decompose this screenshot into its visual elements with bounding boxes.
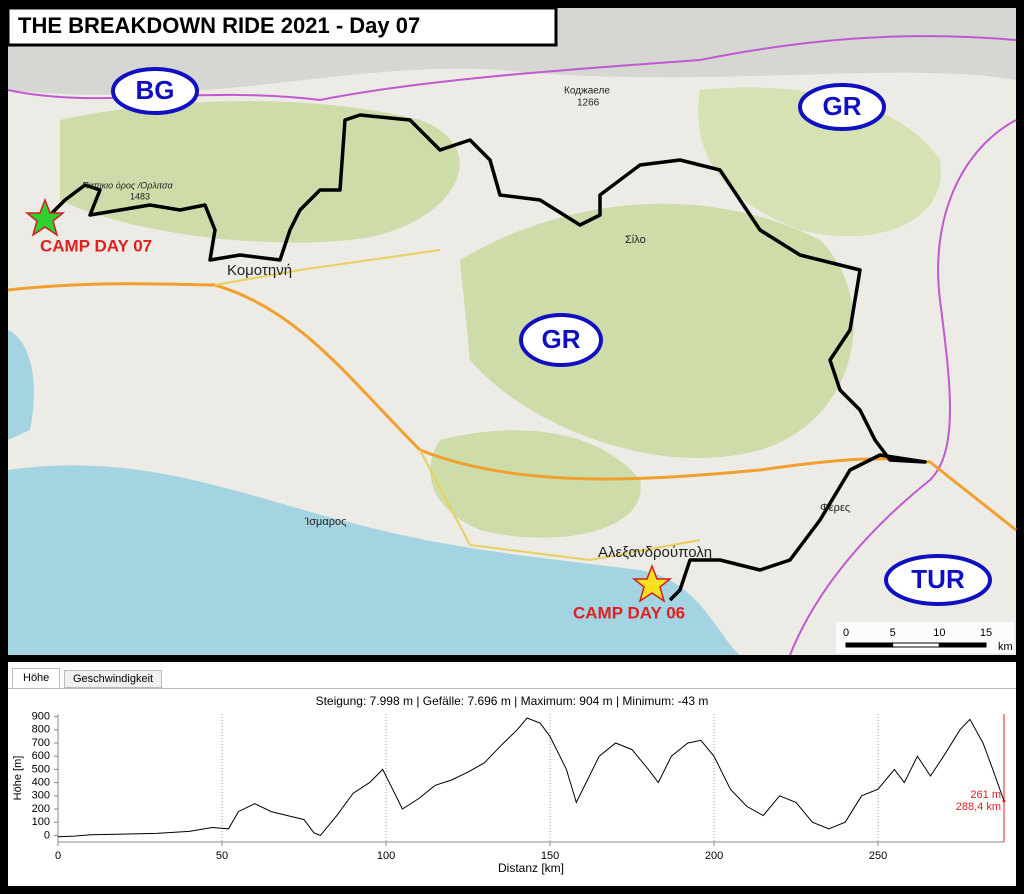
oval: [111, 67, 199, 115]
forest: [460, 203, 854, 458]
country-ovals: [111, 67, 992, 606]
place: Αλεξανδρούπολη: [598, 544, 712, 561]
camp-label: CAMP DAY 07: [40, 236, 152, 255]
oval: [798, 83, 886, 131]
camp-star: [24, 197, 66, 237]
place: Ίσμαρος: [304, 516, 346, 528]
camp-star: [631, 563, 673, 603]
country-label: BG: [136, 75, 175, 105]
scale-label: 10: [933, 627, 945, 639]
profile-panel: Höhe Geschwindigkeit Steigung: 7.998 m |…: [8, 662, 1016, 886]
forest: [698, 87, 941, 237]
place: Παπικιο όρος /Ορλιτσα: [82, 180, 173, 190]
scale-segment: [938, 642, 987, 648]
map: THE BREAKDOWN RIDE 2021 - Day 07 BG GR G…: [6, 6, 1017, 656]
forest: [430, 430, 641, 538]
scale-label: 0: [843, 627, 849, 639]
place: Σίλο: [625, 234, 646, 246]
stats: Steigung: 7.998 m | Gefälle: 7.696 m | M…: [315, 694, 709, 708]
tab-bar: Höhe Geschwindigkeit: [8, 668, 1016, 689]
country-label: GR: [542, 324, 581, 354]
country-label: TUR: [911, 564, 965, 594]
place: Κομοτηνή: [227, 262, 292, 279]
oval: [519, 313, 603, 367]
tab[interactable]: Geschwindigkeit: [64, 670, 163, 688]
scale-label: 15: [980, 627, 992, 639]
scale-segment: [845, 642, 894, 648]
oval: [884, 554, 992, 606]
country-label: GR: [823, 91, 862, 121]
lagoon: [8, 330, 34, 440]
camp-label: CAMP DAY 06: [573, 603, 685, 622]
scale-bar: 0 5 10 15 km: [836, 622, 1014, 653]
tab[interactable]: Höhe: [12, 668, 61, 688]
place: Коджаеле: [564, 86, 610, 97]
sea: [8, 465, 740, 655]
border: [789, 119, 1017, 656]
map-title: THE BREAKDOWN RIDE 2021 - Day 07: [18, 13, 420, 38]
scale-label: 5: [890, 627, 896, 639]
title-box: [6, 6, 558, 47]
place: 1266: [577, 98, 600, 109]
scale-unit: km: [998, 641, 1013, 653]
road: [214, 249, 701, 562]
place: 1483: [130, 191, 150, 201]
scale-bg: [836, 622, 1014, 653]
scale-segment: [892, 642, 940, 648]
place: Φέρες: [820, 502, 850, 514]
route: [48, 113, 927, 602]
